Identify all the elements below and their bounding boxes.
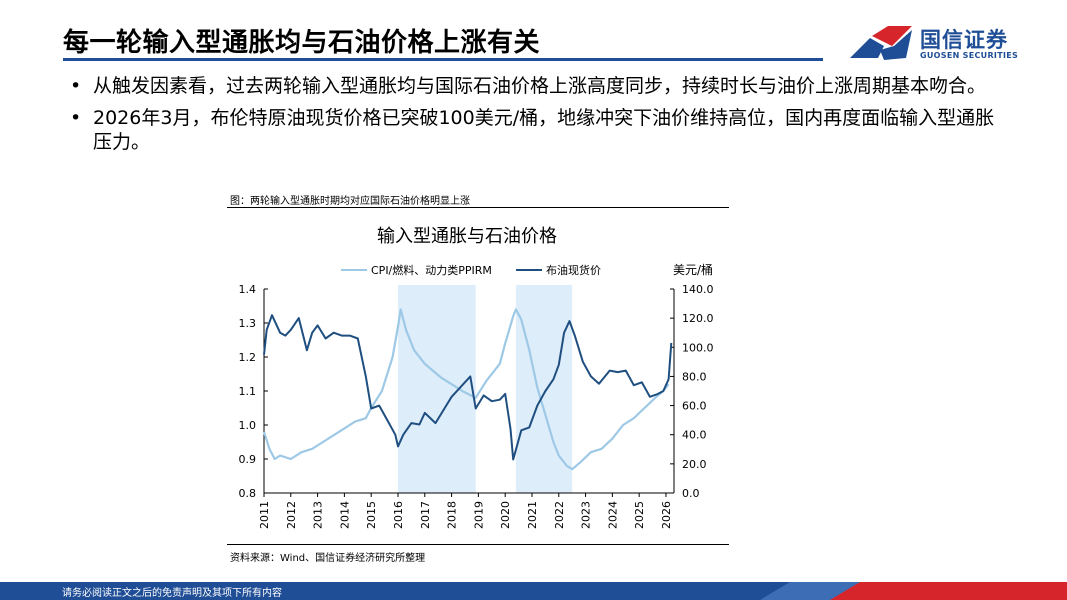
- left-tick-label: 1.4: [239, 283, 257, 296]
- legend-label-brent: 布油现货价: [546, 263, 601, 277]
- right-tick-label: 140.0: [682, 283, 714, 296]
- bullet-item: • 2026年3月，布伦特原油现货价格已突破100美元/桶，地缘冲突下油价维持高…: [70, 106, 1010, 154]
- x-tick-label: 2013: [312, 501, 325, 529]
- bullet-list: • 从触发因素看，过去两轮输入型通胀均与国际石油价格上涨高度同步，持续时长与油价…: [70, 74, 1010, 162]
- x-tick-label: 2022: [553, 501, 566, 529]
- logo-name-cn: 国信证券: [920, 28, 1008, 52]
- figure-bottom-rule: [227, 544, 729, 545]
- x-tick-label: 2024: [606, 501, 619, 529]
- x-tick-label: 2021: [526, 501, 539, 529]
- footer-bar: [0, 582, 1067, 600]
- x-tick-label: 2025: [633, 501, 646, 529]
- right-tick-label: 80.0: [682, 370, 707, 383]
- left-tick-label: 0.9: [239, 453, 257, 466]
- title-underline: [63, 58, 823, 61]
- bullet-item: • 从触发因素看，过去两轮输入型通胀均与国际石油价格上涨高度同步，持续时长与油价…: [70, 74, 1010, 98]
- bullet-text: 从触发因素看，过去两轮输入型通胀均与国际石油价格上涨高度同步，持续时长与油价上涨…: [93, 75, 987, 97]
- bullet-dot: •: [70, 75, 82, 97]
- figure-top-rule: [227, 207, 729, 208]
- x-tick-label: 2016: [392, 501, 405, 529]
- right-tick-label: 120.0: [682, 312, 714, 325]
- brand-logo: 国信证券 GUOSEN SECURITIES: [848, 24, 1028, 64]
- right-tick-label: 0.0: [682, 487, 700, 500]
- right-axis-unit: 美元/桶: [673, 262, 713, 277]
- right-tick-label: 40.0: [682, 429, 707, 442]
- legend-label-cpi: CPI/燃料、动力类PPIRM: [371, 263, 492, 277]
- bullet-dot: •: [70, 107, 82, 129]
- shaded-period: [397, 285, 476, 493]
- x-tick-label: 2026: [660, 501, 673, 529]
- series-line-cpi: [262, 308, 670, 471]
- oil-inflation-chart: 输入型通胀与石油价格 CPI/燃料、动力类PPIRM 布油现货价 美元/桶 0.8 0.9…: [239, 226, 714, 529]
- x-tick-label: 2011: [258, 501, 271, 529]
- chart-title: 输入型通胀与石油价格: [377, 226, 557, 247]
- footer-disclaimer: 请务必阅读正文之后的免责声明及其项下所有内容: [62, 588, 282, 599]
- x-tick-label: 2018: [446, 501, 459, 529]
- x-tick-label: 2023: [580, 501, 593, 529]
- chart-frame: 输入型通胀与石油价格 CPI/燃料、动力类PPIRM 布油现货价 美元/桶 0.8 0.9…: [231, 209, 721, 541]
- figure-caption: 图：两轮输入型通胀时期均对应国际石油价格明显上涨: [230, 196, 470, 207]
- series-line-brent: [263, 314, 673, 461]
- logo-name-en: GUOSEN SECURITIES: [920, 51, 1019, 60]
- left-tick-label: 1.2: [239, 351, 257, 364]
- logo-mark-icon: [850, 26, 912, 60]
- right-tick-label: 60.0: [682, 400, 707, 413]
- x-tick-label: 2019: [472, 501, 485, 529]
- bullet-text: 2026年3月，布伦特原油现货价格已突破100美元/桶，地缘冲突下油价维持高位，…: [93, 107, 995, 153]
- left-tick-label: 1.0: [239, 419, 257, 432]
- x-tick-label: 2014: [338, 501, 351, 529]
- x-tick-label: 2012: [285, 501, 298, 529]
- x-tick-label: 2020: [499, 501, 512, 529]
- right-tick-label: 100.0: [682, 341, 714, 354]
- left-tick-label: 0.8: [239, 487, 257, 500]
- x-tick-label: 2017: [419, 501, 432, 529]
- right-tick-label: 20.0: [682, 458, 707, 471]
- shaded-period: [515, 285, 573, 493]
- figure-source: 资料来源：Wind、国信证券经济研究所整理: [230, 553, 426, 564]
- x-tick-label: 2015: [365, 501, 378, 529]
- left-tick-label: 1.3: [239, 317, 257, 330]
- left-tick-label: 1.1: [239, 385, 257, 398]
- page-title: 每一轮输入型通胀均与石油价格上涨有关: [63, 28, 541, 58]
- footer-accent-icon: [760, 582, 1067, 600]
